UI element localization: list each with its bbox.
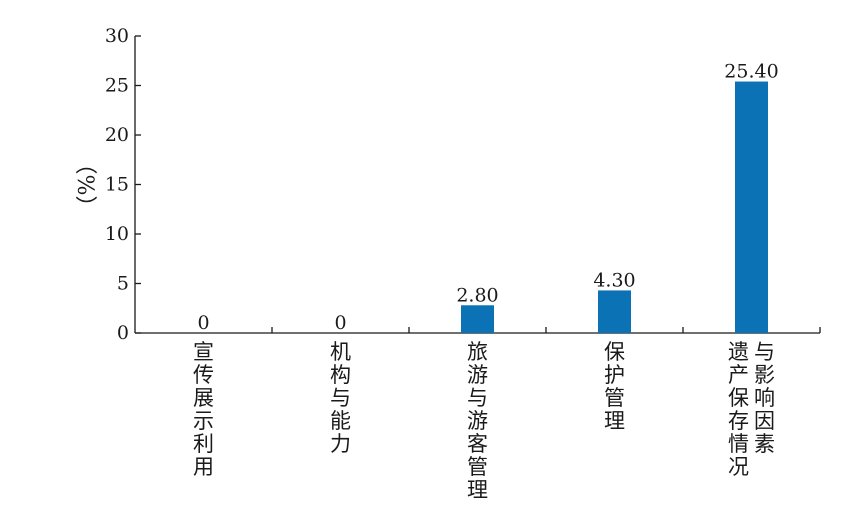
x-category-label-char: 因 <box>754 409 775 433</box>
y-tick-label: 5 <box>117 273 129 295</box>
x-category-label-char: 保 <box>728 386 749 410</box>
x-category-label-char: 素 <box>754 432 775 456</box>
x-category-label-char: 理 <box>467 478 488 502</box>
bar <box>735 81 768 333</box>
bar <box>461 305 494 333</box>
x-category-label-char: 利 <box>193 432 214 456</box>
x-category-label-char: 宣 <box>193 340 214 364</box>
x-category-label-char: 与 <box>467 386 488 410</box>
chart-bars <box>461 81 768 333</box>
x-category-label-char: 情 <box>728 432 749 456</box>
bar <box>598 290 631 333</box>
x-category-label-char: 用 <box>193 455 214 479</box>
x-category-label-char: 传 <box>193 363 214 387</box>
chart-labels: 051015202530（%）0宣传展示利用0机构与能力2.80旅游与游客管理4… <box>72 25 779 502</box>
y-tick-label: 15 <box>105 174 129 196</box>
x-category-label-char: 存 <box>728 409 749 433</box>
x-category-label-char: 示 <box>193 409 214 433</box>
y-tick-label: 0 <box>117 322 129 344</box>
y-axis-label: （%） <box>72 153 97 218</box>
x-category-label-char: 护 <box>604 363 625 387</box>
x-category-label-char: 客 <box>467 432 488 456</box>
data-label: 0 <box>334 312 346 334</box>
x-category-label-char: 遗 <box>728 340 749 364</box>
x-category-label-char: 况 <box>728 455 749 479</box>
x-category-label-char: 影 <box>754 363 775 387</box>
y-tick-label: 10 <box>105 223 129 245</box>
x-category-label-char: 能 <box>330 409 351 433</box>
x-category-label-char: 响 <box>754 386 775 410</box>
x-category-label-char: 构 <box>330 363 351 387</box>
data-label: 4.30 <box>593 269 635 291</box>
data-label: 0 <box>197 312 209 334</box>
x-category-label-char: 与 <box>330 386 351 410</box>
x-category-label-char: 旅 <box>467 340 488 364</box>
x-category-label-char: 理 <box>604 409 625 433</box>
x-category-label-char: 游 <box>467 363 488 387</box>
x-category-label-char: 管 <box>467 455 488 479</box>
x-category-label-char: 管 <box>604 386 625 410</box>
x-category-label-char: 游 <box>467 409 488 433</box>
x-category-label-char: 力 <box>330 432 351 456</box>
x-category-label-char: 与 <box>754 340 775 364</box>
data-label: 25.40 <box>724 61 778 83</box>
data-label: 2.80 <box>456 284 498 306</box>
x-category-label-char: 机 <box>330 340 351 364</box>
y-tick-label: 20 <box>105 124 129 146</box>
x-category-label-char: 产 <box>728 363 749 387</box>
y-tick-label: 30 <box>105 25 129 47</box>
y-tick-label: 25 <box>105 75 129 97</box>
x-category-label-char: 保 <box>604 340 625 364</box>
x-category-label-char: 展 <box>193 386 214 410</box>
